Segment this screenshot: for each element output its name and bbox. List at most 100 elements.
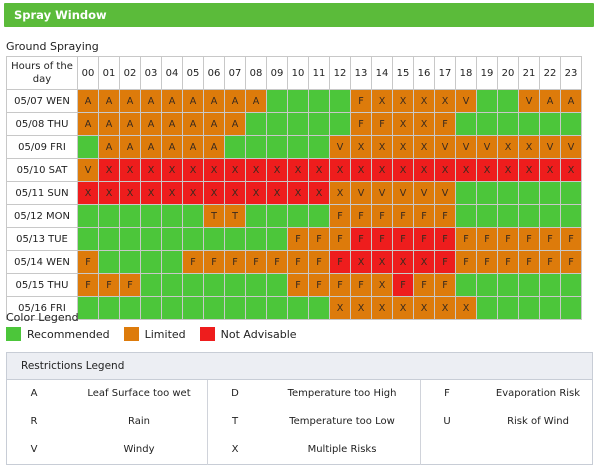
hour-cell: F bbox=[308, 273, 330, 297]
hour-cell bbox=[161, 296, 183, 320]
restriction-description: Temperature too Low bbox=[289, 416, 395, 427]
restriction-code: D bbox=[231, 388, 239, 399]
hour-header: 11 bbox=[308, 56, 330, 90]
hour-cell: F bbox=[329, 204, 351, 228]
hour-cell: A bbox=[77, 112, 99, 136]
restriction-code: R bbox=[30, 416, 38, 427]
hour-cell: F bbox=[350, 204, 372, 228]
hour-cell bbox=[497, 181, 519, 205]
hour-cell: A bbox=[119, 89, 141, 113]
hour-cell: F bbox=[413, 204, 435, 228]
day-label: 05/16 FRI bbox=[6, 296, 78, 320]
hour-cell: V bbox=[77, 158, 99, 182]
hour-cell: X bbox=[224, 158, 246, 182]
hour-header: 09 bbox=[266, 56, 288, 90]
hour-cell bbox=[560, 296, 582, 320]
restriction-code: V bbox=[30, 444, 38, 455]
hour-cell: A bbox=[98, 135, 120, 159]
hour-cell: F bbox=[245, 250, 267, 274]
hour-cell bbox=[140, 204, 162, 228]
hour-cell: F bbox=[350, 112, 372, 136]
hour-cell: X bbox=[392, 112, 414, 136]
restriction-code: T bbox=[231, 416, 239, 427]
hour-cell: A bbox=[539, 89, 561, 113]
day-label: 05/12 MON bbox=[6, 204, 78, 228]
hour-cell bbox=[77, 227, 99, 251]
hour-header: 08 bbox=[245, 56, 267, 90]
hour-cell: X bbox=[371, 273, 393, 297]
hour-cell bbox=[308, 89, 330, 113]
day-label: 05/14 WEN bbox=[6, 250, 78, 274]
hour-cell: X bbox=[392, 296, 414, 320]
hour-cell: X bbox=[413, 158, 435, 182]
hour-header: 23 bbox=[560, 56, 582, 90]
hour-cell: F bbox=[350, 89, 372, 113]
restriction-code: A bbox=[30, 388, 38, 399]
legend-item: Limited bbox=[123, 327, 200, 341]
hour-cell: F bbox=[392, 204, 414, 228]
hour-cell: F bbox=[560, 227, 582, 251]
hour-cell: X bbox=[392, 89, 414, 113]
hour-cell: F bbox=[266, 250, 288, 274]
hour-cell: F bbox=[539, 227, 561, 251]
restriction-description: Evaporation Risk bbox=[495, 388, 581, 399]
hour-cell bbox=[476, 112, 498, 136]
hour-cell bbox=[161, 227, 183, 251]
hour-cell: X bbox=[266, 158, 288, 182]
hour-cell: A bbox=[98, 89, 120, 113]
hour-header: 05 bbox=[182, 56, 204, 90]
hour-cell: F bbox=[329, 227, 351, 251]
hour-cell bbox=[182, 204, 204, 228]
day-row: 05/11 SUN X X X X X X X X X X X X X V V V V V bbox=[6, 181, 582, 205]
hour-cell: X bbox=[182, 158, 204, 182]
hour-cell: F bbox=[455, 227, 477, 251]
restriction-description: Leaf Surface too wet bbox=[87, 388, 191, 399]
hour-cell: A bbox=[203, 135, 225, 159]
hour-cell: X bbox=[287, 181, 309, 205]
hour-cell: X bbox=[371, 250, 393, 274]
legend-item: Not Advisable bbox=[199, 327, 311, 341]
hour-cell: F bbox=[77, 250, 99, 274]
hour-cell: A bbox=[203, 112, 225, 136]
hour-cell: T bbox=[224, 204, 246, 228]
hour-cell bbox=[476, 296, 498, 320]
hour-cell bbox=[182, 296, 204, 320]
hour-cell bbox=[140, 296, 162, 320]
legend-label: Not Advisable bbox=[220, 327, 297, 341]
hour-cell: A bbox=[119, 135, 141, 159]
hour-cell: X bbox=[161, 158, 183, 182]
hour-header: 04 bbox=[161, 56, 183, 90]
hour-cell: F bbox=[455, 250, 477, 274]
hour-cell: X bbox=[371, 296, 393, 320]
restrictions-legend-body: A Leaf Surface too wet D Temperature too Hi… bbox=[7, 380, 592, 465]
hour-cell: F bbox=[413, 227, 435, 251]
hour-cell: X bbox=[182, 181, 204, 205]
hour-cell: X bbox=[329, 181, 351, 205]
hour-cell bbox=[518, 181, 540, 205]
hour-cell: X bbox=[539, 158, 561, 182]
hour-header: 20 bbox=[497, 56, 519, 90]
hour-cell: X bbox=[476, 158, 498, 182]
hour-cell bbox=[539, 204, 561, 228]
hour-cell: F bbox=[518, 227, 540, 251]
hour-cell: F bbox=[350, 273, 372, 297]
hour-cell bbox=[497, 204, 519, 228]
day-label: 05/11 SUN bbox=[6, 181, 78, 205]
hour-cell: V bbox=[329, 135, 351, 159]
hour-cell: F bbox=[539, 250, 561, 274]
divider bbox=[420, 380, 421, 465]
hour-cell bbox=[266, 273, 288, 297]
hour-cell bbox=[98, 204, 120, 228]
hour-cell: F bbox=[434, 250, 456, 274]
hour-cell bbox=[455, 181, 477, 205]
restriction-description: Temperature too High bbox=[287, 388, 397, 399]
hour-cell bbox=[140, 227, 162, 251]
hour-cell bbox=[266, 227, 288, 251]
hour-cell: A bbox=[182, 89, 204, 113]
hour-cell bbox=[539, 273, 561, 297]
divider bbox=[207, 380, 208, 465]
hour-cell bbox=[329, 112, 351, 136]
hour-cell: X bbox=[329, 296, 351, 320]
hour-header: 13 bbox=[350, 56, 372, 90]
hour-cell bbox=[266, 204, 288, 228]
